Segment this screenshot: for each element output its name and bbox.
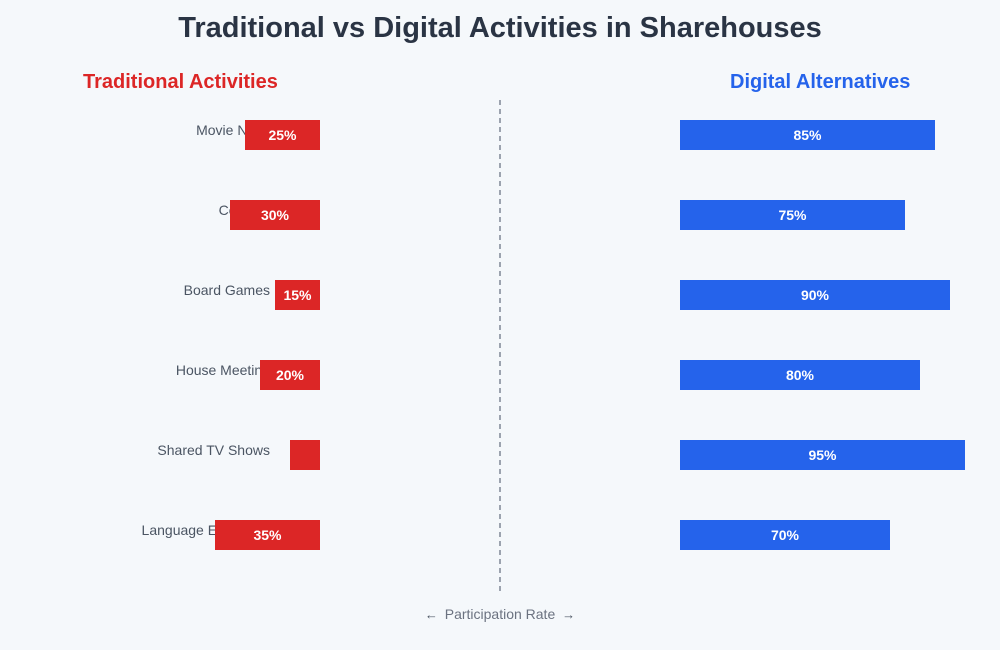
traditional-value-label: 35%	[253, 527, 282, 543]
traditional-bar	[260, 360, 320, 390]
right-arrow-icon: →	[562, 607, 576, 622]
traditional-value-label: 15%	[283, 287, 312, 303]
traditional-value-label: 30%	[261, 207, 290, 223]
digital-panel-title: Digital Alternatives	[730, 71, 911, 93]
category-label: Board Games	[184, 282, 270, 298]
digital-value-label: 90%	[801, 287, 830, 303]
digital-bar	[680, 520, 890, 550]
traditional-panel-title: Traditional Activities	[83, 71, 278, 93]
traditional-bar	[290, 440, 320, 470]
digital-value-label: 75%	[778, 207, 807, 223]
traditional-bar	[230, 200, 320, 230]
digital-bar	[680, 280, 950, 310]
traditional-value-label: 20%	[276, 367, 305, 383]
digital-bar	[680, 440, 965, 470]
category-label: Shared TV Shows	[157, 442, 270, 458]
traditional-bar	[245, 120, 320, 150]
digital-value-label: 80%	[786, 367, 815, 383]
x-axis-label: ← Participation Rate →	[0, 606, 1000, 622]
digital-bar	[680, 120, 935, 150]
category-label: House Meeting	[176, 362, 270, 378]
digital-value-label: 85%	[793, 127, 822, 143]
digital-bar	[680, 360, 920, 390]
digital-value-label: 70%	[771, 527, 800, 543]
chart-title: Traditional vs Digital Activities in Sha…	[178, 12, 822, 44]
traditional-value-label: 25%	[268, 127, 297, 143]
traditional-bar	[215, 520, 320, 550]
x-axis-label-text: Participation Rate	[444, 606, 556, 622]
traditional-bar	[275, 280, 320, 310]
digital-value-label: 95%	[808, 447, 837, 463]
left-arrow-icon: ←	[424, 607, 438, 622]
digital-bar	[680, 200, 905, 230]
